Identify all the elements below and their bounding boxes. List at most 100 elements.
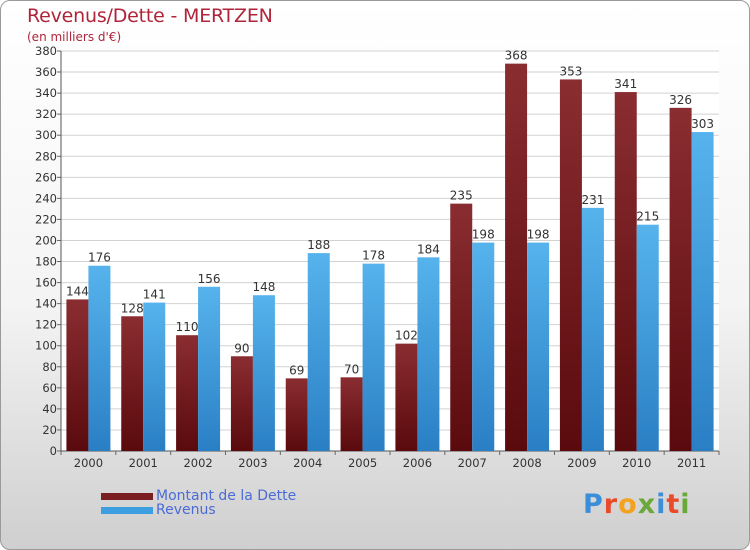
bar-dette (285, 378, 308, 451)
y-tick-label: 260 (35, 170, 57, 184)
bar-revenus (417, 257, 440, 451)
data-label-dette: 235 (450, 189, 473, 203)
logo-letter: t (666, 489, 681, 520)
bar-revenus (636, 224, 659, 451)
bar-dette (121, 316, 144, 451)
data-label-revenus: 188 (307, 238, 330, 252)
bar-revenus (691, 132, 714, 452)
x-tick-label: 2007 (458, 456, 487, 470)
y-tick-label: 280 (35, 149, 57, 163)
bar-dette (230, 356, 253, 451)
bar-dette (614, 92, 637, 451)
chart-title: Revenus/Dette - MERTZEN (27, 5, 273, 27)
bar-revenus (88, 265, 111, 451)
bar-revenus (198, 286, 221, 451)
data-label-revenus: 215 (636, 210, 659, 224)
logo-letter: o (618, 489, 638, 520)
data-label-revenus: 303 (691, 117, 714, 131)
x-tick-label: 2000 (74, 456, 103, 470)
x-tick-label: 2002 (183, 456, 212, 470)
y-tick-label: 120 (35, 318, 57, 332)
data-label-dette: 110 (176, 320, 199, 334)
data-label-revenus: 176 (88, 251, 111, 265)
legend-label-revenus: Revenus (156, 502, 216, 518)
bar-revenus (143, 302, 166, 451)
data-label-revenus: 156 (198, 272, 221, 286)
data-label-revenus: 184 (417, 242, 440, 256)
data-label-revenus: 198 (527, 228, 550, 242)
plot-background (61, 51, 719, 451)
legend-swatch-dette (101, 492, 153, 500)
y-tick-label: 200 (35, 233, 57, 247)
y-tick-label: 340 (35, 86, 57, 100)
y-tick-label: 100 (35, 339, 57, 353)
bar-dette (505, 63, 528, 451)
y-tick-label: 180 (35, 255, 57, 269)
bar-dette (450, 203, 473, 451)
x-tick-label: 2010 (622, 456, 651, 470)
y-tick-label: 160 (35, 276, 57, 290)
data-label-dette: 326 (669, 93, 692, 107)
y-tick-label: 0 (50, 444, 57, 458)
chart-subtitle: (en milliers d'€) (27, 30, 122, 44)
x-tick-label: 2003 (238, 456, 267, 470)
x-tick-label: 2005 (348, 456, 377, 470)
y-tick-label: 80 (42, 360, 57, 374)
logo-letter: i (680, 489, 691, 520)
bar-revenus (252, 295, 275, 451)
y-tick-label: 60 (42, 381, 57, 395)
y-tick-label: 220 (35, 212, 57, 226)
plot-area: 0 20 40 60 80 100 120 140 160 180 200 220 240 260 280 3… (35, 44, 720, 470)
x-tick-label: 2008 (512, 456, 541, 470)
bar-revenus (581, 207, 604, 451)
bar-dette (669, 107, 692, 451)
data-label-dette: 353 (559, 64, 582, 78)
logo-letter: P (583, 489, 604, 520)
data-label-revenus: 178 (362, 249, 385, 263)
data-label-dette: 102 (395, 329, 418, 343)
x-tick-label: 2011 (677, 456, 706, 470)
logo-letter: r (603, 489, 619, 520)
y-tick-label: 240 (35, 191, 57, 205)
data-label-dette: 144 (66, 284, 89, 298)
legend-item-revenus: Revenus (101, 501, 216, 519)
data-label-dette: 368 (505, 49, 528, 63)
bar-revenus (307, 253, 330, 451)
y-tick-label: 360 (35, 65, 57, 79)
x-tick-label: 2006 (403, 456, 432, 470)
bar-revenus (472, 242, 495, 451)
bar-dette (176, 335, 199, 451)
proxiti-logo: Proxiti (583, 489, 691, 520)
data-label-dette: 90 (234, 341, 249, 355)
logo-letter: x (637, 489, 657, 520)
bar-dette (559, 79, 582, 451)
y-tick-label: 320 (35, 107, 57, 121)
y-tick-label: 140 (35, 297, 57, 311)
bar-dette (66, 299, 89, 451)
x-tick-label: 2009 (567, 456, 596, 470)
data-label-dette: 341 (614, 77, 637, 91)
legend-swatch-revenus (101, 506, 153, 514)
y-tick-label: 40 (42, 402, 57, 416)
bar-dette (340, 377, 363, 451)
x-tick-label: 2004 (293, 456, 322, 470)
data-label-dette: 70 (344, 362, 359, 376)
y-tick-label: 380 (35, 44, 57, 58)
data-label-revenus: 148 (252, 280, 275, 294)
data-label-revenus: 231 (581, 193, 604, 207)
bar-dette (395, 343, 418, 451)
legend-item-dette: Montant de la Dette (101, 487, 296, 505)
logo-letter: i (656, 489, 667, 520)
y-tick-label: 20 (42, 423, 57, 437)
legend-label-dette: Montant de la Dette (156, 488, 297, 504)
data-label-revenus: 141 (143, 288, 166, 302)
bar-revenus (362, 263, 385, 451)
data-label-revenus: 198 (472, 228, 495, 242)
y-tick-label: 300 (35, 128, 57, 142)
x-tick-label: 2001 (129, 456, 158, 470)
data-label-dette: 69 (289, 363, 304, 377)
bar-revenus (527, 242, 550, 451)
data-label-dette: 128 (121, 301, 144, 315)
